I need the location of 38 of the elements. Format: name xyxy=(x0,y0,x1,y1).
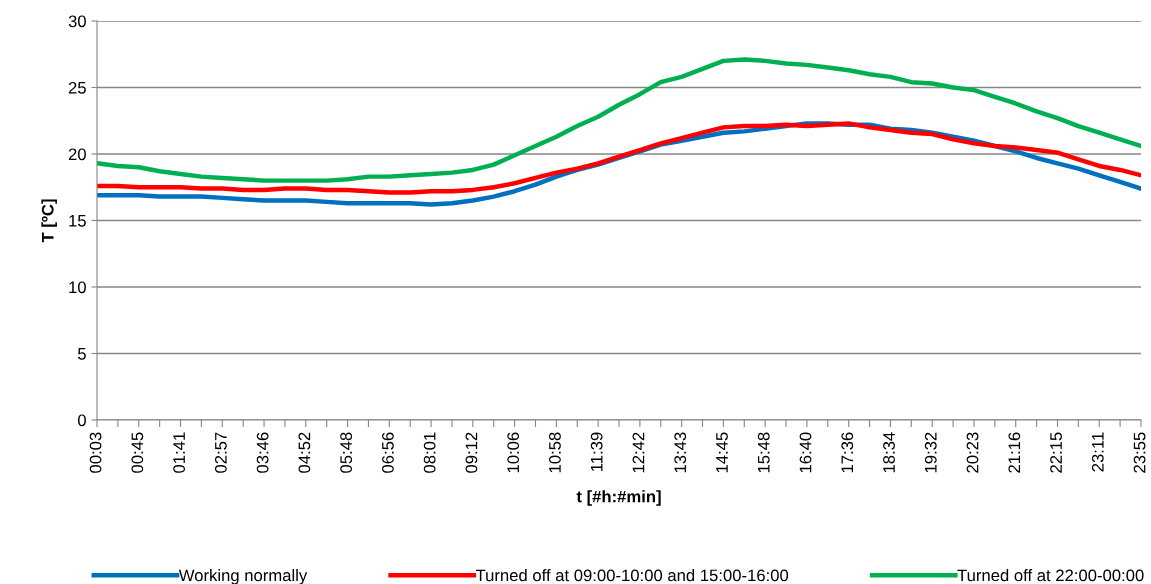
y-tick-label: 0 xyxy=(77,414,86,427)
y-tick-label: 5 xyxy=(77,348,86,360)
x-axis-title: t [#h:#min] xyxy=(576,490,661,506)
legend-label: Turned off at 22:00-00:00 xyxy=(957,569,1144,582)
x-tick-label: 16:40 xyxy=(799,432,812,473)
x-tick-label: 23:55 xyxy=(1133,432,1146,473)
y-tick-label: 15 xyxy=(69,215,86,227)
x-tick-label: 18:34 xyxy=(883,432,895,473)
x-tick-label: 00:45 xyxy=(131,432,144,473)
x-tick-label: 05:48 xyxy=(340,432,353,473)
x-tick-label: 10:58 xyxy=(549,432,561,473)
x-tick-label: 02:57 xyxy=(214,432,227,473)
legend-label: Turned off at 09:00-10:00 and 15:00-16:00 xyxy=(475,569,789,582)
y-tick-label: 25 xyxy=(68,81,86,94)
x-tick-label: 09:12 xyxy=(465,432,478,473)
x-tick-label: 01:41 xyxy=(173,432,185,473)
x-tick-label: 14:45 xyxy=(716,432,728,473)
x-tick-label: 22:15 xyxy=(1050,432,1062,473)
legend-label: Working normally xyxy=(178,569,308,584)
x-tick-label: 20:23 xyxy=(966,432,979,473)
y-tick-label: 10 xyxy=(69,281,86,294)
x-tick-label: 08:01 xyxy=(423,432,436,473)
x-tick-label: 19:32 xyxy=(924,432,937,473)
x-tick-label: 04:52 xyxy=(298,432,311,473)
x-tick-label: 10:06 xyxy=(507,432,520,473)
x-tick-label: 13:43 xyxy=(674,432,687,473)
y-axis-title: T [ºC] xyxy=(41,199,57,243)
x-tick-label: 12:42 xyxy=(632,432,645,473)
y-tick-label: 20 xyxy=(68,148,86,161)
x-tick-label: 17:36 xyxy=(841,432,854,473)
y-tick-label: 30 xyxy=(68,15,86,28)
x-tick-label: 06:56 xyxy=(381,432,394,473)
x-tick-label: 23:11 xyxy=(1091,432,1104,472)
x-tick-label: 03:46 xyxy=(256,432,269,473)
x-tick-label: 11:39 xyxy=(590,432,603,472)
x-tick-label: 15:48 xyxy=(757,432,770,473)
x-tick-label: 00:03 xyxy=(89,432,102,473)
x-tick-label: 21:16 xyxy=(1008,432,1021,473)
